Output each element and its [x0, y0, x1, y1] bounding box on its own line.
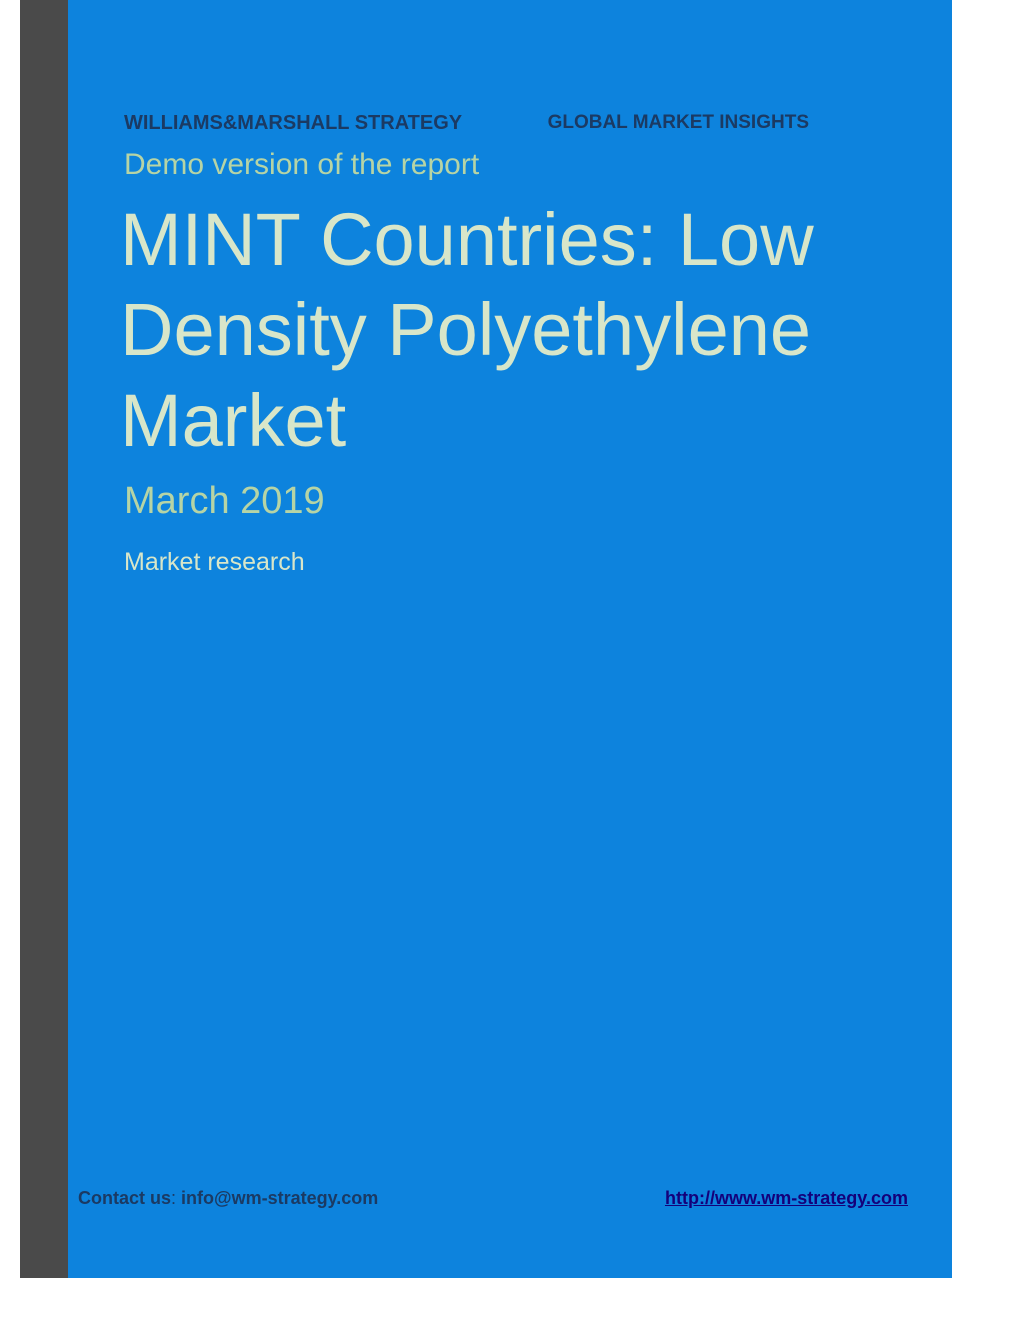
company-name: WILLIAMS&MARSHALL STRATEGY	[124, 112, 462, 135]
contact-colon: :	[171, 1188, 181, 1208]
website-link[interactable]: http://www.wm-strategy.com	[665, 1188, 908, 1209]
header-row: WILLIAMS&MARSHALL STRATEGY GLOBAL MARKET…	[124, 112, 919, 135]
main-blue-panel	[68, 0, 952, 1278]
contact-email[interactable]: info@wm-strategy.com	[181, 1188, 378, 1208]
contact-label: Contact us	[78, 1188, 171, 1208]
insights-label: GLOBAL MARKET INSIGHTS	[548, 112, 809, 135]
report-date: March 2019	[124, 480, 325, 523]
report-title: MINT Countries: Low Density Polyethylene…	[120, 195, 930, 466]
footer-row: Contact us: info@wm-strategy.com http://…	[78, 1188, 948, 1209]
left-accent-strip	[20, 0, 68, 1278]
report-subtitle: Market research	[124, 548, 305, 577]
contact-block: Contact us: info@wm-strategy.com	[78, 1188, 378, 1209]
demo-version-label: Demo version of the report	[124, 148, 479, 182]
